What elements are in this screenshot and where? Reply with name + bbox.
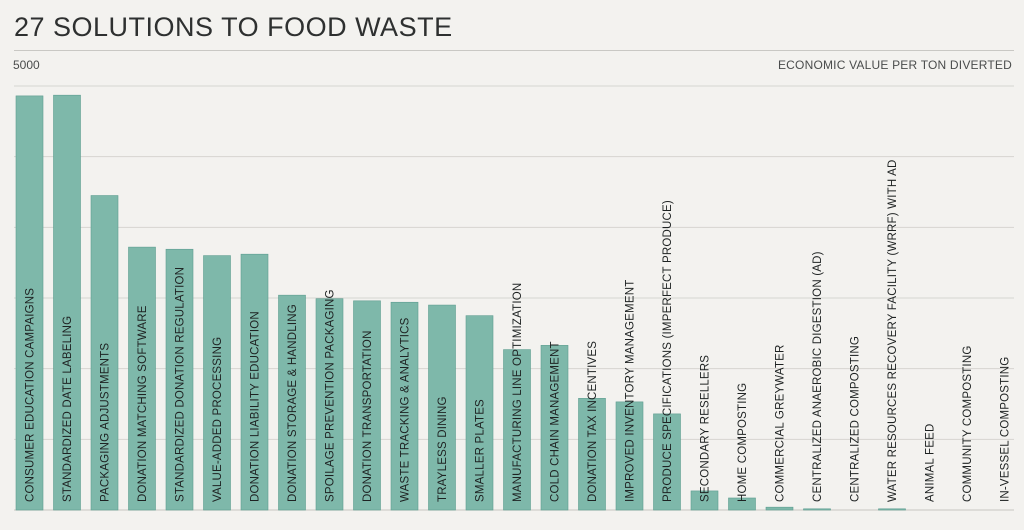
bar-label: SMALLER PLATES — [475, 399, 487, 502]
bar — [878, 508, 906, 511]
bar — [540, 345, 569, 511]
bar-label: CONSUMER EDUCATION CAMPAIGNS — [25, 288, 37, 502]
bar — [240, 253, 269, 511]
chart-title: 27 SOLUTIONS TO FOOD WASTE — [14, 12, 453, 42]
bar — [128, 246, 156, 511]
bar — [315, 298, 344, 511]
bar — [765, 506, 794, 511]
bar — [278, 294, 306, 511]
metric-label: ECONOMIC VALUE PER TON DIVERTED — [777, 58, 1012, 72]
bar-label: IMPROVED INVENTORY MANAGEMENT — [625, 280, 637, 502]
bar-label: ANIMAL FEED — [925, 424, 937, 502]
bar-label: SPOILAGE PREVENTION PACKAGING — [325, 289, 337, 502]
bar-label: COMMERCIAL GREYWATER — [775, 344, 787, 502]
bar-label: HOME COMPOSTING — [737, 383, 749, 502]
bar — [390, 301, 419, 511]
bar-label: WATER RESOURCES RECOVERY FACILITY (WRRF)… — [887, 160, 899, 503]
bar-label: PRODUCE SPECIFICATIONS (IMPERFECT PRODUC… — [662, 200, 674, 502]
bar-label: VALUE-ADDED PROCESSING — [212, 337, 224, 502]
bar-label: DONATION MATCHING SOFTWARE — [137, 305, 149, 502]
bar — [53, 94, 81, 511]
bar-label: WASTE TRACKING & ANALYTICS — [400, 317, 412, 502]
bar — [15, 95, 44, 511]
bar — [803, 508, 831, 511]
bar-label: SECONDARY RESELLERS — [700, 355, 712, 502]
bar-label: DONATION LIABILITY EDUCATION — [250, 311, 262, 502]
bar — [465, 315, 494, 511]
bar-label: STANDARDIZED DONATION REGULATION — [175, 267, 187, 502]
bar — [615, 401, 644, 511]
bar-label: COMMUNITY COMPOSTING — [962, 346, 974, 502]
bar-label: PACKAGING ADJUSTMENTS — [100, 343, 112, 502]
bar — [90, 195, 119, 511]
bar-label: CENTRALIZED COMPOSTING — [850, 336, 862, 502]
bar-label: MANUFACTURING LINE OPTIMIZATION — [512, 283, 524, 502]
bar-label: DONATION STORAGE & HANDLING — [287, 304, 299, 502]
bar — [653, 413, 681, 511]
bar — [353, 300, 381, 511]
bar-label: STANDARDIZED DATE LABELING — [62, 316, 74, 502]
y-axis-max-label: 5000 — [13, 58, 40, 72]
bar-label: IN-VESSEL COMPOSTING — [1000, 357, 1012, 502]
bar — [690, 490, 719, 511]
bar — [503, 349, 531, 511]
bar-label: CENTRALIZED ANAEROBIC DIGESTION (AD) — [812, 251, 824, 502]
bar-label: DONATION TAX INCENTIVES — [587, 341, 599, 502]
bar-label: TRAYLESS DINING — [437, 396, 449, 502]
bar-label: COLD CHAIN MANAGEMENT — [550, 341, 562, 502]
title-divider — [14, 50, 1014, 51]
bar-labels: CONSUMER EDUCATION CAMPAIGNS STANDARDIZED… — [25, 160, 1012, 503]
bar — [728, 497, 756, 511]
bar — [578, 398, 606, 511]
bar — [165, 248, 194, 511]
bar — [203, 255, 231, 511]
bars — [15, 94, 906, 511]
bar — [428, 304, 456, 511]
bar-label: DONATION TRANSPORTATION — [362, 330, 374, 502]
